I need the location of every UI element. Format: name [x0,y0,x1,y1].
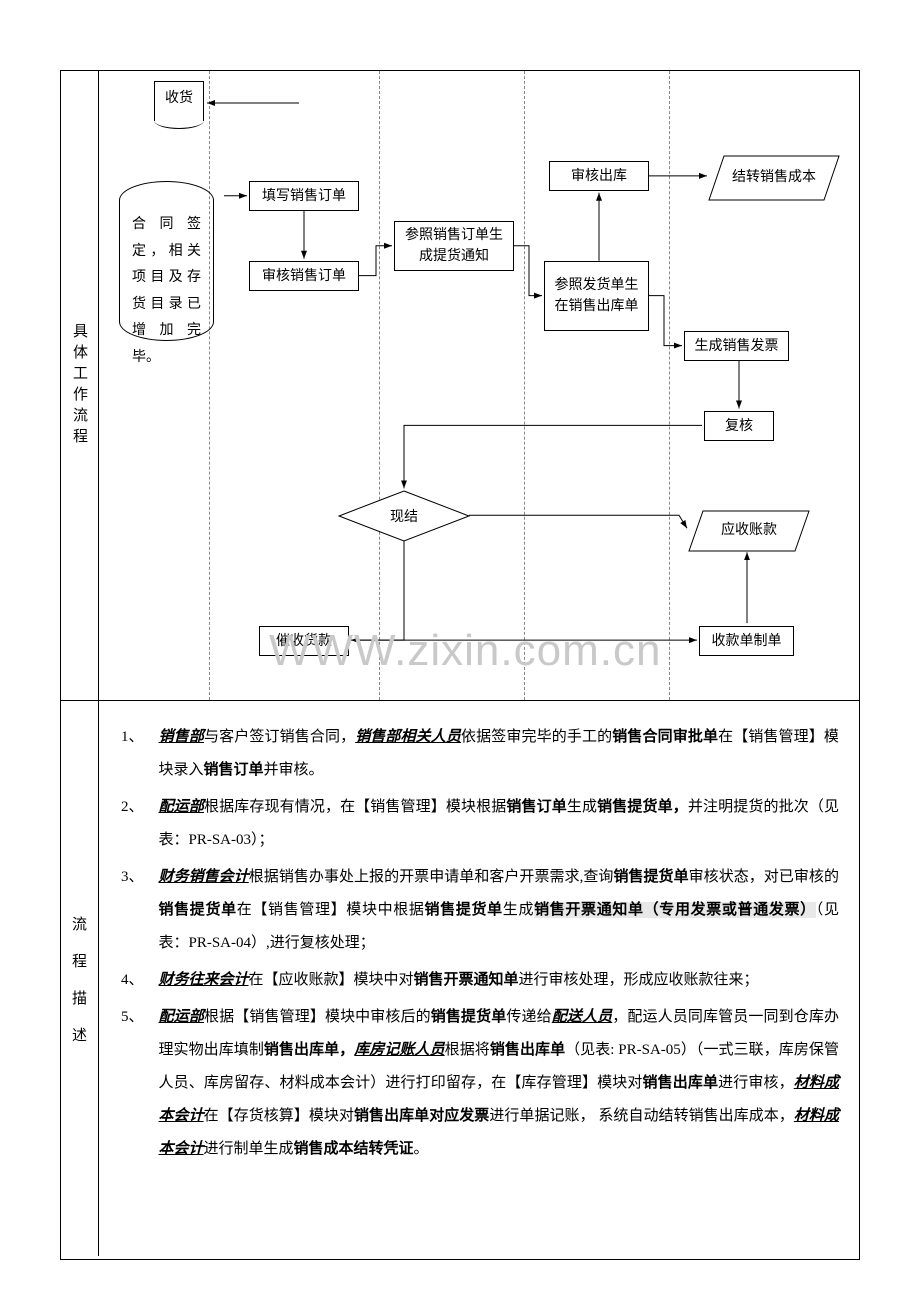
node-label: 复核 [725,416,753,437]
desc-text-run: 销售提货单， [597,799,688,815]
desc-text-run: 进行单据记账， 系统自动结转销售出库成本， [489,1108,794,1124]
desc-text-run: 销售出库单 [354,1108,429,1124]
label-col-1: 具体工作流程 [61,71,99,700]
desc-text-run: 在【应收账款】模块中对 [249,972,414,988]
node-shouhuo: 收货 [154,81,204,121]
desc-text-run: 。 [414,1141,429,1157]
desc-text-run: 进行制单生成 [204,1141,294,1157]
node-label: 参照发货单生在销售出库单 [551,275,642,317]
label-flowchart: 具体工作流程 [69,323,90,449]
node-cuishou: 催收货款 [259,626,349,656]
desc-text-run: 配送人员 [552,1009,612,1025]
desc-item: 4、财务往来会计在【应收账款】模块中对销售开票通知单进行审核处理，形成应收账款往… [121,964,839,997]
desc-text-run: 销售订单 [204,762,264,778]
desc-text-run: 生成 [567,799,597,815]
node-label: 催收货款 [276,631,332,652]
desc-item-number: 4、 [121,964,159,997]
capsule-text: 合同签定，相关项目及存货目录已增加完毕。 [132,217,201,365]
desc-item-number: 1、 [121,721,159,754]
desc-item-number: 2、 [121,791,159,824]
desc-item: 1、销售部与客户签订销售合同，销售部相关人员依据签审完毕的手工的销售合同审批单在… [121,721,839,787]
desc-text-run: 销售提货单 [425,902,503,918]
row-flowchart: 具体工作流程 [61,71,859,701]
node-label: 现结 [339,506,469,526]
lane-divider [669,71,670,700]
node-canzhao1: 参照销售订单生成提货通知 [394,221,514,271]
label-col-2: 流 程 描 述 [61,701,99,1256]
desc-text-run: 对应发票 [429,1108,489,1124]
desc-item: 5、配运部根据【销售管理】模块中审核后的销售提货单传递给配送人员，配运人员同库管… [121,1001,839,1166]
desc-item-number: 5、 [121,1001,159,1034]
node-label: 应收账款 [689,521,809,541]
lane-divider [524,71,525,700]
node-label: 审核销售订单 [262,266,346,287]
desc-text-run: 销售出库单 [490,1042,565,1058]
desc-text-run: 销售合同审批单 [612,729,718,745]
desc-text-run: 在【销售管理】模块中根据 [237,902,425,918]
desc-text-run: 进行审核处理，形成应收账款往来； [519,972,759,988]
node-label: 收货 [165,88,193,109]
node-yingshou: 应收账款 [689,511,809,551]
node-xianjie: 现结 [339,491,469,541]
page-root: 具体工作流程 [0,0,920,1302]
desc-text-run: 财务往来会计 [159,972,249,988]
desc-text-run: 销售开票通知单 [414,972,519,988]
desc-text-run: 销售部相关人员 [355,729,461,745]
desc-text-run: 审核状态，对已审核的 [689,869,839,885]
node-shenhechu: 审核出库 [549,161,649,191]
desc-text-run: 并审核。 [264,762,324,778]
node-label: 结转销售成本 [709,168,839,188]
row-description: 流 程 描 述 1、销售部与客户签订销售合同，销售部相关人员依据签审完毕的手工的… [61,701,859,1256]
lane-divider [379,71,380,700]
desc-text-run: 销售提货单 [613,869,688,885]
desc-text-run: 根据将 [445,1042,490,1058]
desc-text-run: 财务销售会计 [159,869,249,885]
desc-text-run: 销售订单 [506,799,566,815]
node-jiezhuan: 结转销售成本 [709,156,839,200]
desc-text-run: 根据库存现有情况，在【销售管理】模块根据 [204,799,506,815]
node-canzhao2: 参照发货单生在销售出库单 [544,261,649,331]
node-fuhe: 复核 [704,411,774,441]
label-desc: 流 程 描 述 [72,905,87,1053]
node-label: 审核出库 [571,166,627,187]
desc-text-run: 进行审核， [718,1075,794,1091]
desc-text-run: 在【存货核算】模块对 [204,1108,354,1124]
node-capsule: 合同签定，相关项目及存货目录已增加完毕。 [119,181,214,341]
desc-text-run: 根据销售办事处上报的开票申请单和客户开票需求,查询 [249,869,614,885]
desc-text-run: 配运部 [159,799,204,815]
lane-divider [209,71,210,700]
diagram-area: 收货 合同签定，相关项目及存货目录已增加完毕。 填写销售订单 审核销售订单 参照… [99,71,859,700]
desc-text-run: 销售开票通知单（专用发票或普通发票） [534,902,816,918]
node-label: 填写销售订单 [262,186,346,207]
desc-text-run: 销售提货单 [431,1009,507,1025]
desc-text-run: 根据【销售管理】模块中审核后的 [204,1009,431,1025]
node-shoukuan: 收款单制单 [699,626,794,656]
desc-item: 3、财务销售会计根据销售办事处上报的开票申请单和客户开票需求,查询销售提货单审核… [121,861,839,960]
node-fapiao: 生成销售发票 [684,331,789,361]
desc-text-run: 与客户签订销售合同， [204,729,355,745]
desc-item-number: 3、 [121,861,159,894]
desc-body: 1、销售部与客户签订销售合同，销售部相关人员依据签审完毕的手工的销售合同审批单在… [121,721,839,1170]
desc-text-run: 销售提货单 [159,902,237,918]
node-label: 生成销售发票 [695,336,779,357]
node-label: 参照销售订单生成提货通知 [401,225,507,267]
desc-item: 2、配运部根据库存现有情况，在【销售管理】模块根据销售订单生成销售提货单，并注明… [121,791,839,857]
desc-text-run: 依据签审完毕的手工的 [461,729,612,745]
node-tianxie: 填写销售订单 [249,181,359,211]
desc-list: 1、销售部与客户签订销售合同，销售部相关人员依据签审完毕的手工的销售合同审批单在… [121,721,839,1166]
desc-text-run: 传递给 [506,1009,551,1025]
outer-frame: 具体工作流程 [60,70,860,1260]
desc-text-run: 销售出库单， [264,1042,354,1058]
desc-text-run: 库房记账人员 [354,1042,444,1058]
node-label: 收款单制单 [712,631,782,652]
node-shenhe: 审核销售订单 [249,261,359,291]
desc-text-run: 销售出库单 [642,1075,718,1091]
desc-text-run: 销售成本结转凭证 [294,1141,414,1157]
desc-text-run: 生成 [503,902,534,918]
desc-text-run: 配运部 [159,1009,204,1025]
desc-text-run: 销售部 [159,729,204,745]
